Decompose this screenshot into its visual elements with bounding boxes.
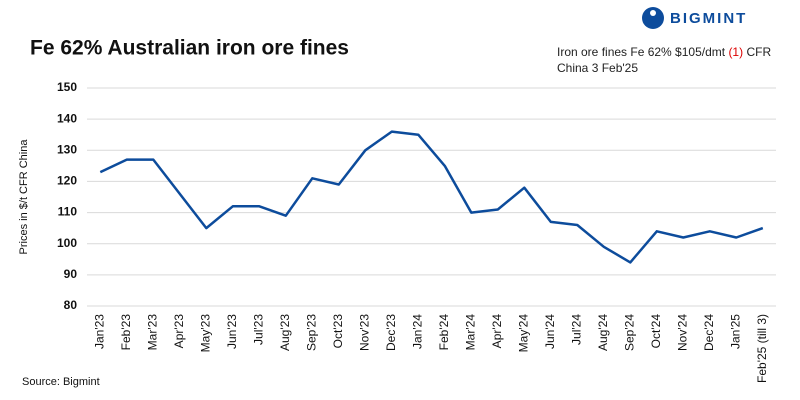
logo-icon-dot [650, 10, 656, 16]
x-tick-label: Apr'23 [172, 314, 186, 349]
x-tick-label: Jan'25 [728, 314, 742, 349]
line [99, 130, 764, 264]
y-tick-label: 140 [57, 111, 77, 125]
x-tick-label: Jun'23 [225, 314, 239, 349]
x-tick-label: Aug'23 [278, 314, 292, 351]
annotation-change: (1) [728, 45, 744, 59]
y-tick-label: 110 [58, 205, 78, 219]
x-tick-label: Dec'24 [702, 314, 716, 351]
source: Source: Bigmint [22, 376, 100, 388]
y-tick-label: 90 [64, 267, 78, 281]
x-tick-label: Nov'23 [357, 314, 371, 351]
x-tick-label: Apr'24 [490, 314, 504, 349]
x-tick-label: Aug'24 [596, 314, 610, 351]
x-tick-label: Oct'23 [331, 314, 345, 349]
x-tick-label: Jul'24 [569, 314, 583, 345]
x-tick-label: Jan'24 [410, 314, 424, 349]
x-tick-label: Sep'23 [304, 314, 318, 351]
x-tick-label: Jun'24 [543, 314, 557, 349]
x-tick-label: Feb'24 [437, 314, 451, 351]
x-tick-label: Feb'25 (till 3) [755, 314, 769, 383]
x-tick-label: May'23 [198, 314, 212, 353]
logo-icon [642, 7, 664, 29]
y-axis-label: Prices in $/t CFR China [18, 139, 30, 255]
x-tick-label: Jul'23 [251, 314, 265, 345]
y-tick-label: 80 [64, 298, 78, 312]
x-tick-label: Sep'24 [622, 314, 636, 351]
annotation-text: Iron ore fines Fe 62% $105/dmt [557, 45, 726, 59]
x-tick-label: Mar'24 [463, 314, 477, 351]
y-tick-label: 100 [57, 236, 77, 250]
x-tick-label: Nov'24 [675, 314, 689, 351]
x-tick-label: May'24 [516, 314, 530, 353]
y-tick-label: 130 [57, 142, 77, 156]
annotation-suffix: CFR China 3 Feb'25 [557, 45, 772, 75]
annotation: Iron ore fines Fe 62% $105/dmt (1) CFR C… [557, 44, 777, 76]
y-tick-label: 120 [57, 174, 77, 188]
x-tick-label: Feb'23 [119, 314, 133, 351]
x-tick-label: Jan'23 [92, 314, 106, 349]
logo: BIGMINT [670, 10, 747, 27]
y-tick-label: 150 [57, 80, 77, 94]
x-tick-label: Mar'23 [145, 314, 159, 351]
x-tick-label: Dec'23 [384, 314, 398, 351]
x-tick-label: Oct'24 [649, 314, 663, 349]
chart-title: Fe 62% Australian iron ore fines [30, 37, 349, 60]
